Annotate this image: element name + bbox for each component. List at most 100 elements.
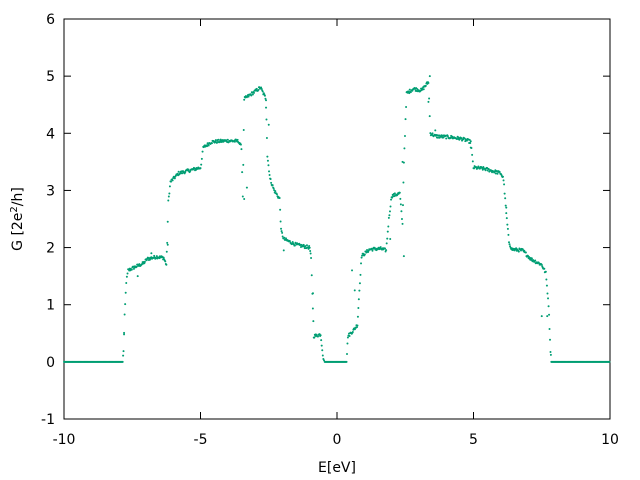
data-point — [469, 140, 472, 143]
data-point — [125, 275, 128, 278]
data-point — [121, 360, 124, 363]
data-point — [355, 326, 358, 329]
data-point — [434, 129, 437, 132]
data-point — [398, 191, 401, 194]
data-point — [312, 320, 315, 323]
data-point — [176, 172, 179, 175]
data-point — [399, 197, 402, 200]
data-point — [388, 210, 391, 213]
data-point — [240, 148, 243, 151]
data-point — [348, 334, 351, 337]
data-point — [390, 198, 393, 201]
data-point — [280, 230, 283, 233]
data-point — [217, 138, 220, 141]
data-point — [486, 169, 489, 172]
data-point — [503, 192, 506, 195]
data-point — [317, 335, 319, 338]
data-point — [357, 306, 360, 309]
data-point — [270, 181, 273, 184]
data-point — [302, 243, 305, 246]
data-point — [257, 89, 260, 92]
data-point — [226, 138, 229, 141]
data-point — [356, 315, 359, 318]
data-point — [451, 135, 454, 138]
data-point — [385, 249, 388, 252]
data-point — [501, 175, 504, 178]
data-point — [247, 95, 250, 98]
data-point — [358, 282, 361, 285]
data-point — [170, 180, 173, 183]
data-point — [125, 281, 128, 284]
data-point — [409, 91, 412, 94]
data-point — [549, 338, 552, 341]
data-point — [310, 274, 313, 277]
data-point — [484, 169, 487, 172]
data-point — [251, 93, 254, 96]
data-point — [269, 178, 272, 181]
data-point — [143, 260, 146, 263]
data-point — [173, 177, 176, 180]
data-point — [428, 75, 431, 78]
data-point — [138, 263, 141, 266]
data-point — [214, 139, 217, 142]
data-point — [424, 84, 427, 87]
data-point — [400, 210, 403, 213]
data-point — [346, 336, 349, 339]
data-point — [469, 146, 472, 149]
data-point — [267, 123, 270, 126]
data-point — [123, 333, 126, 336]
data-point — [408, 88, 411, 91]
data-point — [428, 97, 431, 100]
data-point — [446, 135, 449, 138]
y-tick-label: 6 — [46, 12, 55, 28]
data-point — [288, 240, 291, 243]
data-point — [371, 249, 374, 252]
data-point — [386, 237, 389, 240]
data-point — [150, 252, 153, 255]
y-tick-label: 1 — [46, 298, 55, 314]
data-point — [401, 160, 404, 163]
data-point — [309, 252, 312, 255]
data-point — [356, 324, 359, 327]
data-point — [310, 257, 313, 260]
data-point — [351, 269, 354, 272]
x-tick-label: 10 — [601, 432, 619, 448]
data-point — [546, 315, 549, 318]
data-point — [496, 172, 499, 175]
data-point — [422, 88, 425, 91]
data-point — [504, 197, 507, 200]
data-point — [458, 138, 461, 141]
y-tick-label: -1 — [41, 412, 55, 428]
data-point — [275, 193, 278, 196]
data-point — [545, 284, 548, 287]
data-point — [471, 153, 474, 156]
data-point — [265, 136, 268, 139]
data-point — [387, 225, 390, 228]
data-point — [481, 168, 484, 171]
data-point — [293, 244, 296, 247]
data-point — [505, 217, 508, 220]
data-point — [405, 105, 408, 108]
data-point — [243, 198, 246, 200]
data-point — [265, 106, 268, 109]
data-point — [547, 297, 550, 300]
data-point — [508, 243, 511, 246]
data-point — [265, 118, 268, 121]
data-point — [549, 350, 552, 353]
data-point — [122, 350, 125, 353]
data-point — [274, 190, 277, 193]
data-point — [391, 196, 394, 199]
data-point — [388, 214, 391, 217]
data-point — [389, 238, 392, 240]
x-axis: -10 -5 0 5 10 — [53, 19, 619, 448]
data-point — [282, 249, 285, 252]
data-point — [543, 267, 546, 270]
data-point — [122, 354, 125, 357]
data-point — [399, 203, 402, 206]
data-point — [167, 195, 170, 198]
data-point — [309, 249, 312, 252]
data-point — [404, 118, 407, 121]
data-point — [401, 204, 404, 207]
data-point — [359, 273, 362, 276]
data-point — [165, 250, 168, 253]
